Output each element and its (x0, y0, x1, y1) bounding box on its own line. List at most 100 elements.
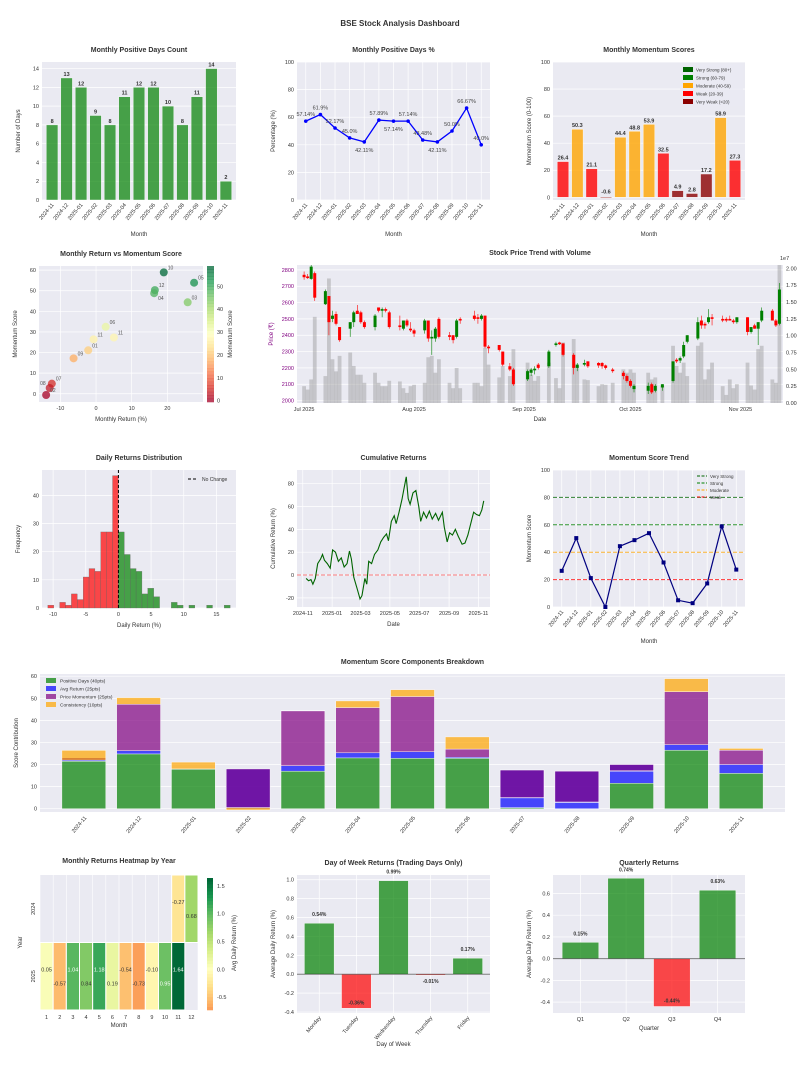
cell-value-label: -0.27 (172, 900, 185, 906)
bar (46, 124, 59, 201)
colorbar-segment (207, 381, 214, 386)
candle-body (433, 328, 437, 339)
candle-body (710, 317, 714, 319)
y-tick-label: 20 (544, 578, 550, 584)
candle-body (501, 351, 505, 365)
candle-body (685, 335, 689, 342)
volume-bar (532, 380, 537, 403)
bar-value-label: 12 (150, 81, 156, 87)
colorbar-segment (207, 283, 214, 287)
y-tick-label: 1.0 (286, 878, 294, 884)
x-axis-label: Daily Return (%) (117, 623, 161, 629)
x-tick-label: 2025-06 (454, 815, 472, 834)
scatter-point (109, 333, 118, 342)
y-tick-label: 100 (541, 60, 550, 66)
candle-body (409, 328, 413, 331)
x-tick-label: Wednesday (374, 1015, 397, 1041)
stacked-bar-segment (499, 769, 545, 798)
y-tick-label: 0 (291, 573, 294, 579)
candle-body (359, 312, 363, 323)
stacked-bar-segment (609, 764, 654, 772)
scatter-point (42, 390, 51, 399)
bar-value-label: 8 (181, 119, 184, 125)
histogram-bar (124, 554, 131, 609)
x-axis-label: Month (131, 232, 148, 238)
candle-body (483, 315, 487, 347)
histogram-bar (106, 531, 113, 609)
stacked-bar-segment (116, 697, 161, 705)
legend-swatch (683, 75, 693, 80)
candle-body (448, 335, 452, 337)
volume-bar (724, 394, 729, 403)
bar (557, 161, 569, 198)
bar-value-label: 12 (78, 81, 84, 87)
point-label: 42.11% (355, 148, 373, 154)
data-point (588, 576, 593, 581)
y-tick-label: 80 (288, 88, 294, 94)
scatter-point (159, 268, 168, 277)
colorbar-segment (207, 897, 213, 902)
point-label: 45.0% (342, 129, 358, 135)
point-label: 43.48% (413, 131, 432, 137)
legend-label: Strong (710, 481, 724, 486)
y-tick-label: 60 (288, 115, 294, 121)
data-point (719, 524, 724, 529)
candle-body (511, 369, 515, 385)
colorbar-tick-label: -0.5 (217, 995, 226, 1001)
x-tick-label: -5 (83, 612, 88, 618)
y-tick-label: 60 (288, 505, 294, 511)
colorbar-segment (207, 887, 213, 892)
candle-body (497, 345, 501, 350)
histogram-bar (112, 475, 119, 609)
data-point (391, 119, 396, 123)
point-label: 61.9% (313, 106, 329, 112)
chart-momentum-scores: 0 20 40 60 80 100 26.4 50.3 21.1 -0.6 44.448.8 53.9… (527, 47, 745, 238)
colorbar-segment (207, 884, 213, 889)
candle-body (575, 364, 579, 368)
candle-body (572, 354, 576, 368)
candle-body (455, 320, 459, 337)
bar (671, 190, 684, 198)
bar (600, 197, 612, 199)
colorbar-segment (207, 881, 213, 885)
x-tick-label: 2025-11 (728, 815, 745, 834)
candle-body (753, 325, 757, 329)
bar-value-label: 0.54% (312, 912, 327, 918)
x-tick-label: 0 (95, 406, 98, 412)
point-label: 12 (159, 283, 165, 289)
candle-body (731, 320, 735, 323)
data-point (464, 106, 469, 110)
bar (729, 160, 741, 198)
candle-body (600, 362, 604, 367)
y-tick-label: 40 (544, 141, 550, 147)
y-axis-label: Year (18, 936, 24, 948)
y-axis-label: Cumulative Return (%) (271, 508, 277, 569)
bar-value-label: 27.3 (730, 154, 741, 160)
stacked-bar-segment (226, 807, 271, 811)
colorbar-segment (207, 940, 213, 945)
colorbar-tick-label: 40 (217, 307, 223, 313)
x-axis-label: Month (385, 232, 402, 238)
x-tick-label: 2025-02 (235, 815, 253, 834)
y-tick-label: 60 (544, 523, 550, 529)
plot-area (39, 266, 203, 402)
volume-bar (554, 378, 558, 403)
heatmap-cell (144, 942, 159, 1011)
colorbar-segment (207, 930, 213, 935)
x-tick-label: 20 (164, 406, 170, 412)
colorbar-segment (207, 1000, 213, 1004)
legend-label: Consistency (10pts) (60, 703, 103, 709)
y-tick-label: 0.2 (286, 953, 294, 959)
heatmap-cell (65, 942, 81, 1011)
scatter-point (183, 298, 192, 307)
colorbar-segment (207, 279, 214, 284)
candle-body (373, 315, 377, 328)
colorbar-segment (207, 306, 214, 311)
colorbar-segment (207, 272, 214, 277)
colorbar-tick-label: 1.0 (217, 912, 225, 918)
point-label: 66.67% (457, 99, 476, 105)
legend-label: Avg Return (25pts) (60, 687, 101, 693)
scatter-point (150, 289, 159, 298)
histogram-bar (65, 605, 72, 609)
bar (614, 137, 627, 198)
